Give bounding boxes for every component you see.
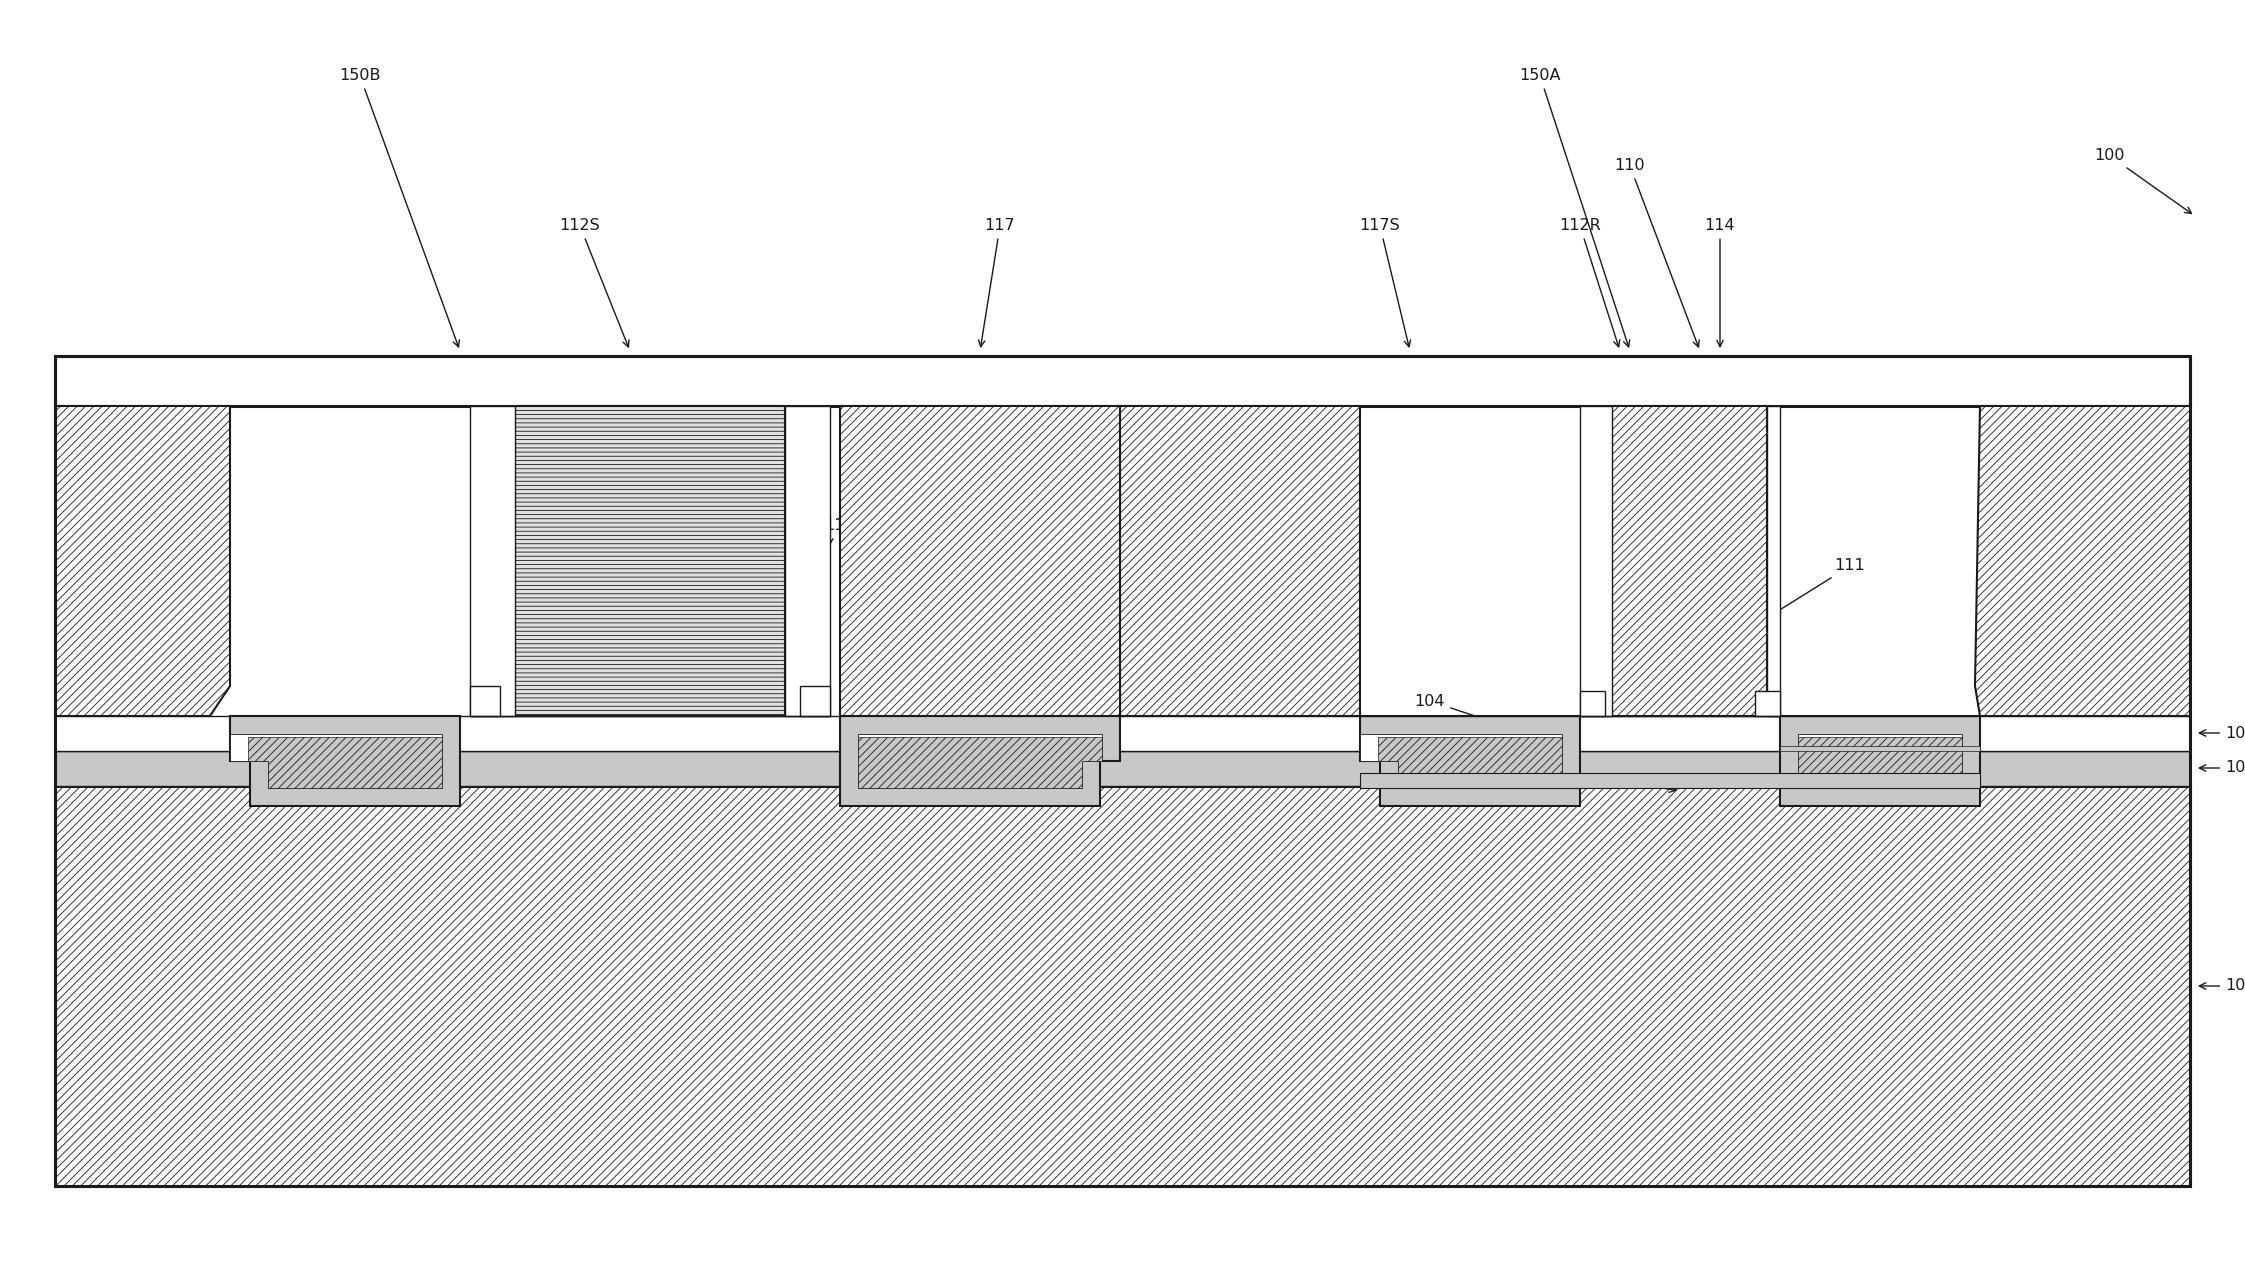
Polygon shape	[1798, 734, 1962, 788]
Bar	[1360, 773, 1980, 788]
Bar	[54, 356, 2191, 1186]
Bar	[469, 685, 501, 716]
Polygon shape	[1580, 406, 1612, 716]
Text: 100: 100	[2095, 148, 2191, 213]
Polygon shape	[858, 737, 1102, 788]
Polygon shape	[1798, 737, 1962, 788]
Text: 111: 111	[1774, 558, 1866, 613]
Polygon shape	[1780, 716, 1980, 806]
Text: 120D: 120D	[1538, 764, 1675, 792]
Polygon shape	[1767, 406, 1780, 716]
Polygon shape	[1378, 737, 1563, 788]
Text: 101: 101	[2200, 979, 2245, 994]
Bar	[54, 356, 2191, 406]
Bar	[54, 716, 2191, 751]
Text: 114: 114	[1704, 219, 1735, 347]
Text: 110: 110	[1614, 158, 1699, 347]
Polygon shape	[786, 406, 831, 716]
Polygon shape	[858, 734, 1102, 788]
Bar	[1580, 691, 1605, 716]
Text: 150B: 150B	[339, 68, 460, 347]
Text: 117: 117	[979, 219, 1015, 347]
Polygon shape	[1360, 734, 1563, 788]
Bar	[54, 786, 2191, 1186]
Polygon shape	[1976, 406, 2191, 716]
Text: 150A: 150A	[1520, 68, 1630, 347]
Bar	[840, 406, 1120, 716]
Text: 112S: 112S	[559, 219, 629, 347]
Text: 117S: 117S	[1360, 219, 1410, 347]
Bar	[514, 406, 786, 716]
Polygon shape	[229, 734, 442, 788]
Text: 115: 115	[792, 518, 855, 612]
Text: 112R: 112R	[1558, 219, 1621, 347]
Text: 103: 103	[2200, 760, 2245, 775]
Bar	[54, 751, 2191, 786]
Polygon shape	[1360, 716, 1580, 806]
Text: 102: 102	[2200, 725, 2245, 741]
Polygon shape	[229, 716, 460, 806]
Bar	[1756, 691, 1780, 716]
Polygon shape	[840, 716, 1120, 806]
Bar	[1612, 406, 1767, 716]
Bar	[1780, 746, 1980, 751]
Polygon shape	[247, 737, 442, 788]
Polygon shape	[54, 406, 229, 716]
Polygon shape	[469, 406, 514, 716]
Bar	[799, 685, 831, 716]
Text: 104: 104	[1414, 693, 1515, 730]
Bar	[1120, 406, 1360, 716]
